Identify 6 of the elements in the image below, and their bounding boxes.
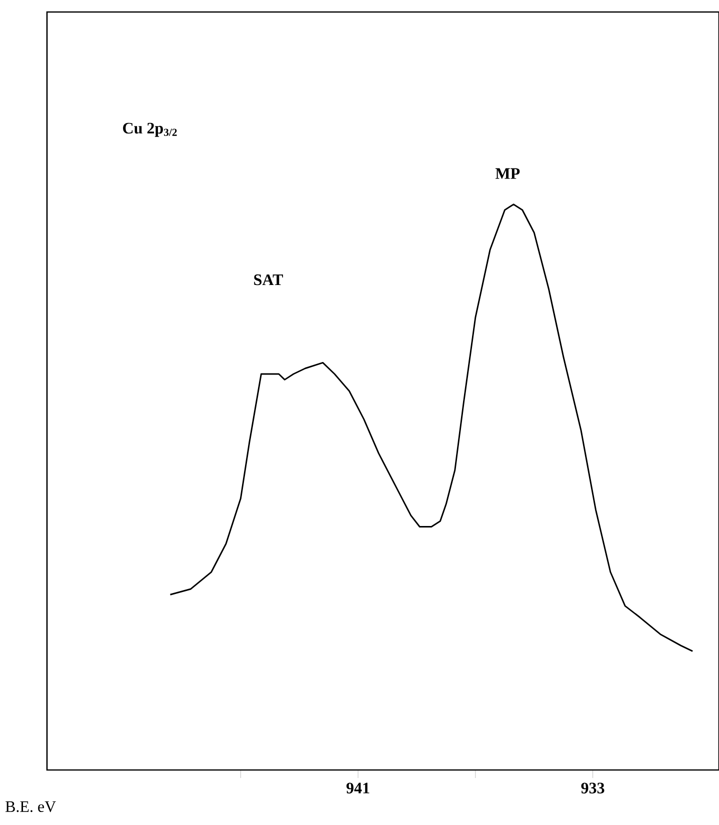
text: Cu 2p$_{3/2}$ (123, 122, 177, 137)
x-axis-title: B.E. eV (5, 801, 56, 812)
x-tick-label: 941 (346, 782, 370, 794)
x-tick-label: 933 (581, 782, 604, 794)
annotation: SAT (254, 274, 284, 286)
text: MP (495, 168, 520, 179)
